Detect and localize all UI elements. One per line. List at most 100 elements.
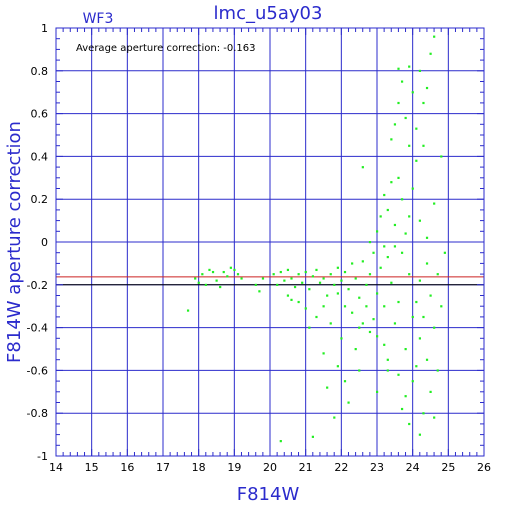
data-point [343,305,347,308]
data-point [418,279,421,282]
data-point [315,268,318,272]
data-point [326,386,329,389]
data-point [425,262,429,265]
data-point [393,223,397,227]
data-point [354,277,357,280]
corner-label: WF3 [83,11,114,27]
data-point [393,322,397,325]
data-point [422,315,425,319]
data-point [397,373,400,376]
data-point [276,283,279,286]
data-point [429,390,432,393]
data-point [379,266,382,269]
data-point [222,270,225,274]
x-tick-label-4: 18 [192,461,206,474]
data-point [397,176,400,179]
data-point [436,369,439,372]
data-point [204,283,207,286]
data-point [236,273,240,276]
x-tick-label-2: 16 [120,461,134,474]
data-point [365,283,368,286]
average-annotation: Average aperture correction: -0.163 [76,43,256,54]
data-point [347,401,350,404]
data-point [301,281,304,284]
y-tick-label-7: 0.4 [31,150,49,163]
data-point [422,412,425,415]
data-point [315,315,318,319]
data-point [404,395,407,398]
x-tick-label-8: 22 [334,461,348,474]
data-point [283,279,286,282]
data-point [254,283,257,286]
y-tick-label-5: 0 [41,236,48,249]
data-point [415,159,418,162]
data-point [383,193,386,197]
data-point [368,330,372,334]
data-point [261,277,265,280]
y-tick-label-2: -0.6 [27,364,48,377]
y-tick-label-6: 0.2 [31,193,49,206]
data-point [404,116,407,120]
data-point [433,326,436,329]
data-point [351,311,354,314]
y-tick-label-8: 0.6 [31,108,49,121]
x-tick-label-3: 17 [156,461,170,474]
reference-lines [56,276,484,286]
data-point [322,352,325,355]
data-point [215,279,218,282]
data-point [429,294,432,297]
data-point [186,309,190,312]
data-point [308,288,311,291]
data-point [286,268,290,272]
data-point [418,337,421,340]
data-point [290,298,293,301]
data-point [390,181,393,184]
data-point [308,326,311,329]
data-point [226,275,229,278]
y-tick-label-9: 0.8 [31,65,49,78]
data-point [383,305,386,308]
data-point [340,337,343,340]
data-point [436,273,439,276]
data-point [425,86,429,90]
data-point [311,275,314,278]
data-point [400,198,404,201]
data-point [422,101,425,105]
data-point [358,369,361,372]
data-point [240,277,243,280]
x-tick-label-0: 14 [49,461,63,474]
data-point [415,127,418,130]
data-point [386,208,389,212]
x-tick-label-5: 19 [227,461,241,474]
data-point [418,219,421,222]
data-point [433,202,436,205]
data-point [411,315,414,319]
data-point [297,273,300,276]
y-tick-label-0: -1 [37,450,48,463]
data-point [329,322,332,325]
data-point [397,67,400,70]
data-point [368,241,372,244]
data-point [343,270,347,274]
data-point [340,279,343,282]
data-point [408,144,411,147]
data-point [408,65,411,68]
data-point [329,273,332,276]
data-point [336,365,339,368]
data-point [211,270,215,274]
data-point [393,245,397,248]
chart-title: lmc_u5ay03 [214,3,323,24]
data-point [194,277,197,280]
data-point [358,326,361,329]
scatter-points [186,35,446,443]
data-point [376,335,379,338]
data-point [286,294,290,297]
data-point [304,307,307,310]
data-point [322,305,325,308]
data-point [408,215,411,218]
data-point [400,80,404,83]
data-point [336,292,339,295]
data-point [379,215,382,218]
x-tick-label-6: 20 [263,461,277,474]
y-tick-label-3: -0.4 [27,322,48,335]
